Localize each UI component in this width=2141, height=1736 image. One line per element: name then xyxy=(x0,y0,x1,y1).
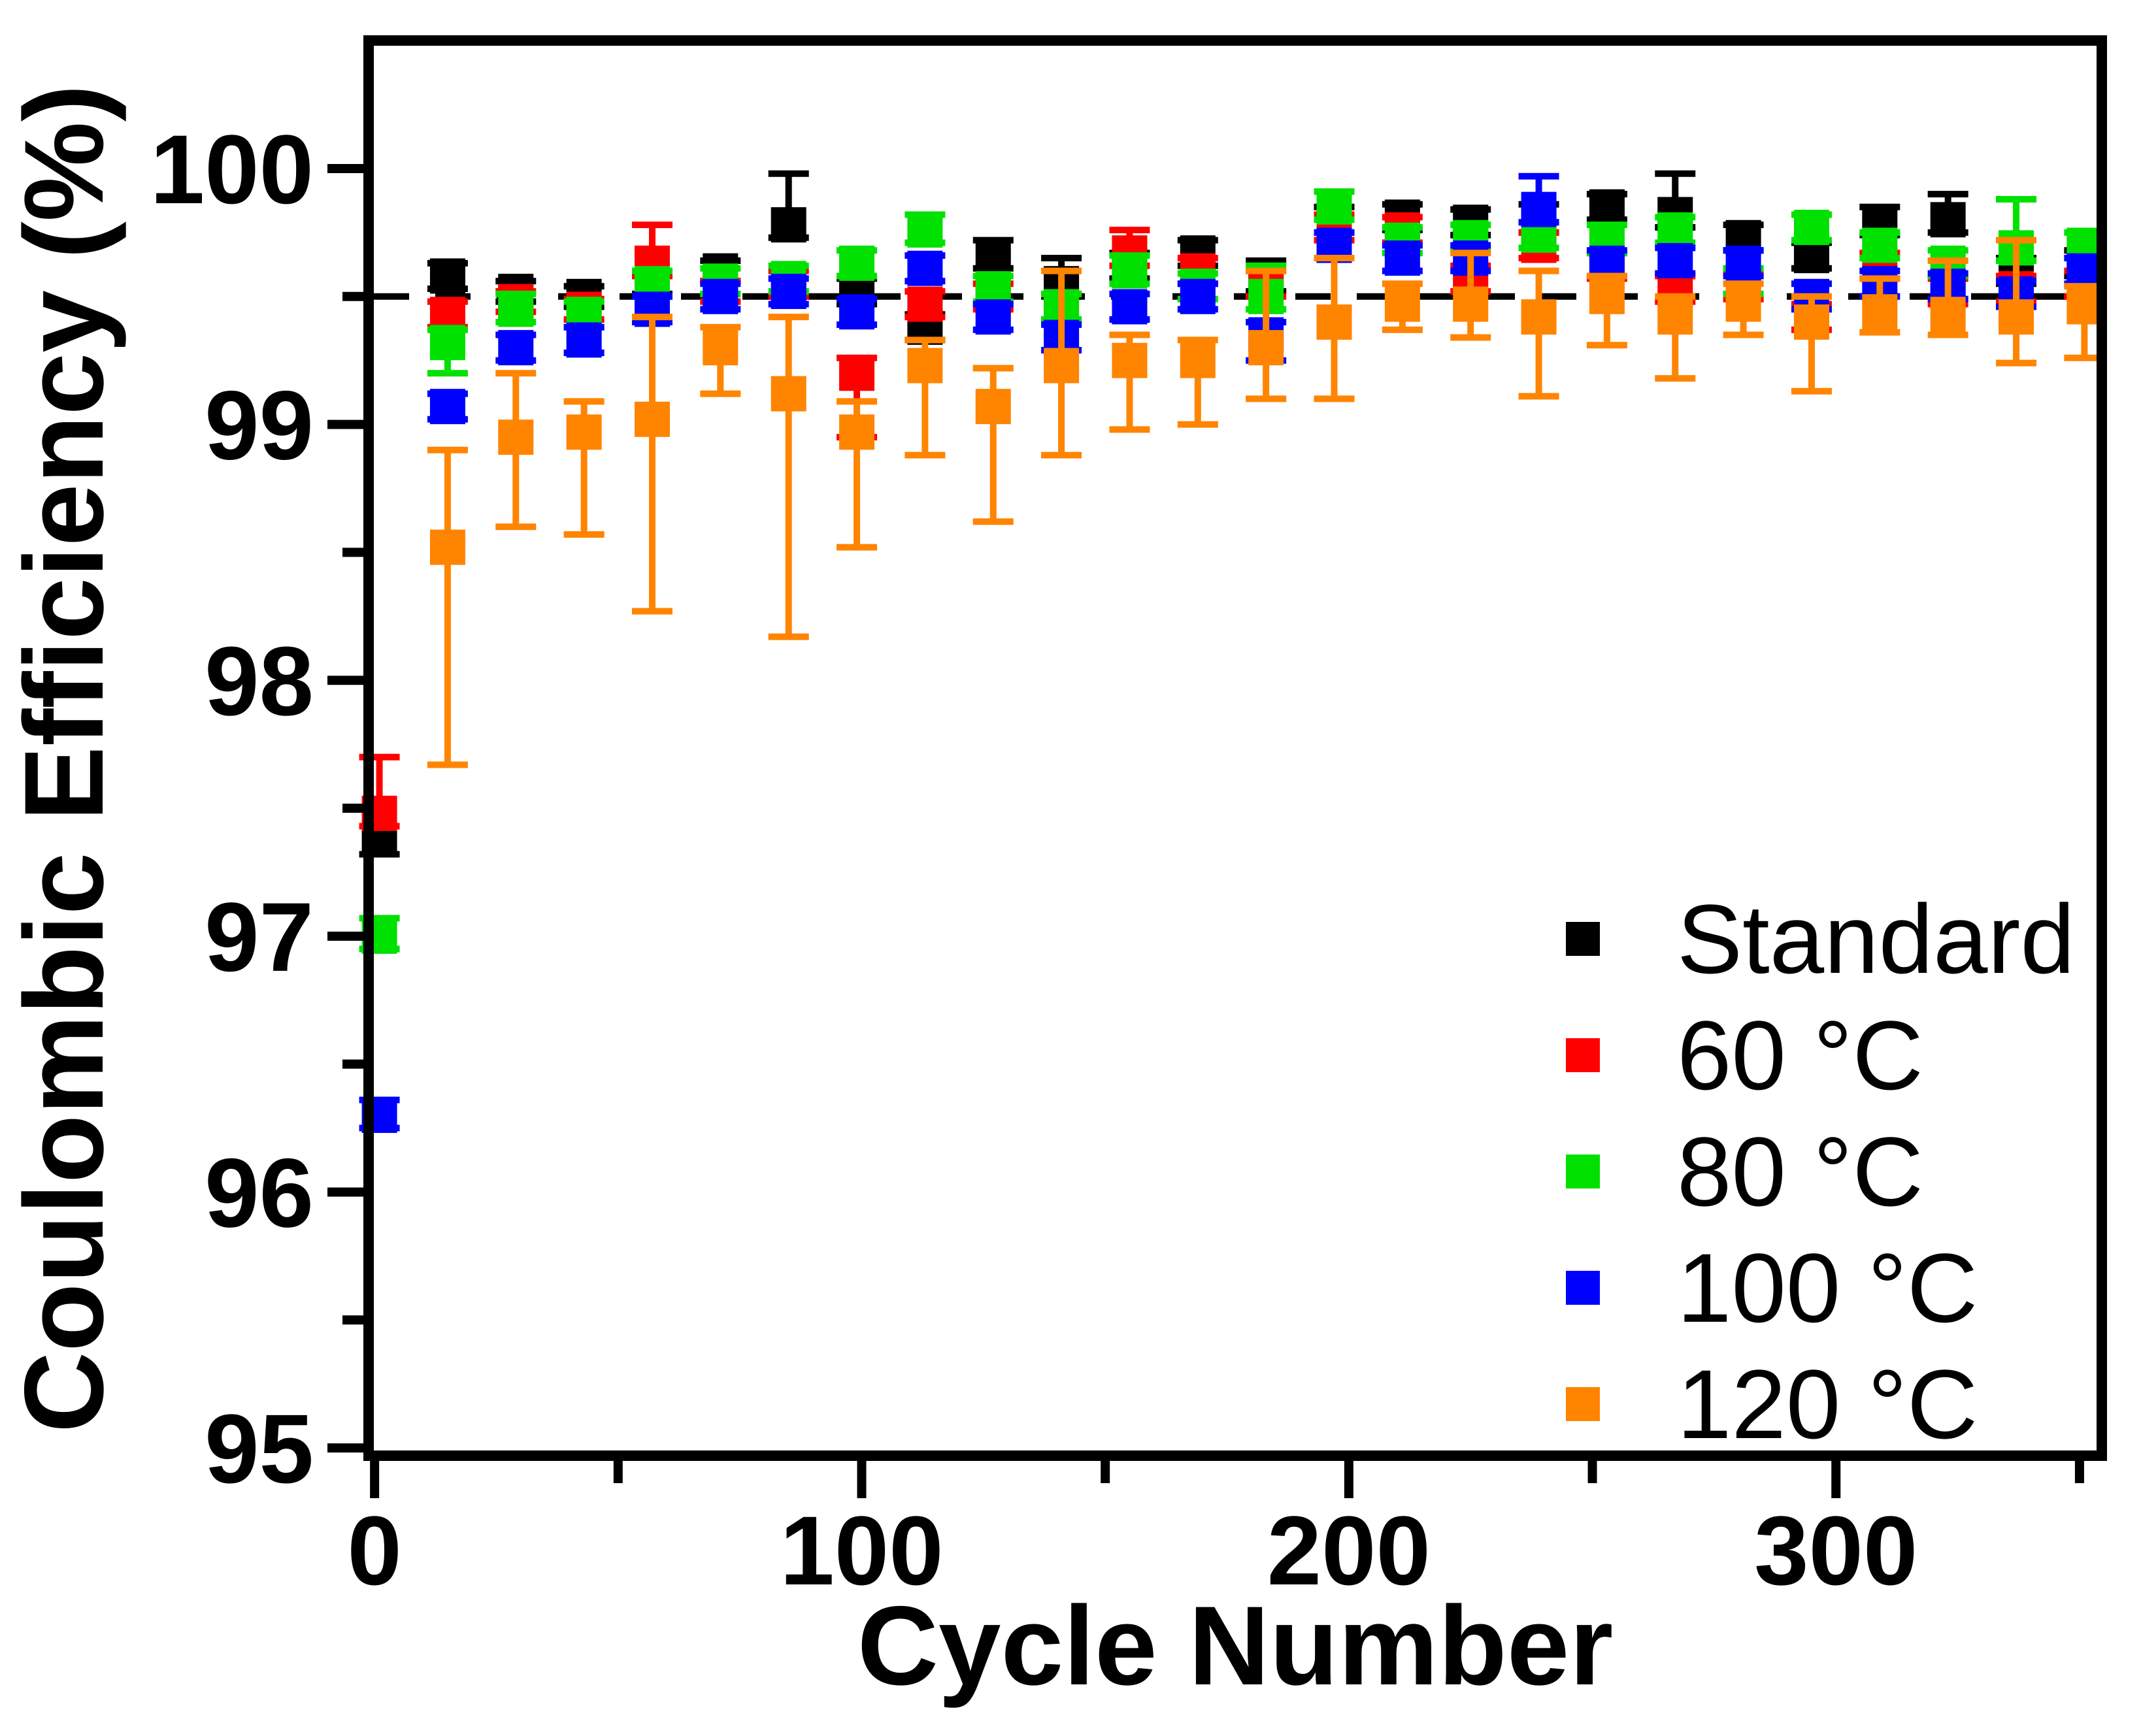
data-point xyxy=(566,414,602,450)
data-point xyxy=(634,401,670,437)
x-tick-label-0: 0 xyxy=(347,1496,401,1605)
x-axis-title: Cycle Number xyxy=(857,1583,1614,1709)
data-point xyxy=(1180,342,1216,378)
data-point xyxy=(1521,299,1557,335)
y-tick-label-97: 97 xyxy=(205,882,314,992)
x-tick-label-100: 100 xyxy=(780,1496,943,1605)
data-point xyxy=(1793,210,1829,246)
data-point xyxy=(771,273,806,309)
series-80-c-errorbars xyxy=(359,188,2105,953)
data-point xyxy=(1725,286,1761,322)
data-point xyxy=(1112,289,1148,325)
data-point xyxy=(1112,342,1148,378)
data-point xyxy=(1862,294,1898,330)
data-point xyxy=(1180,278,1216,314)
data-point xyxy=(429,529,465,565)
legend-entry-standard: Standard xyxy=(1566,881,2075,997)
legend-label-100c: 100 °C xyxy=(1677,1233,1978,1343)
series-60-c-errorbars xyxy=(359,211,2105,830)
data-point xyxy=(907,250,943,286)
data-point xyxy=(1316,189,1352,225)
data-point xyxy=(1862,227,1898,263)
data-point xyxy=(839,245,875,281)
legend-label-80c: 80 °C xyxy=(1677,1117,1923,1226)
y-tick-label-100: 100 xyxy=(150,114,314,224)
series-standard-errorbars xyxy=(359,170,2105,858)
legend-swatch-120c xyxy=(1566,1387,1600,1421)
series-120-c-markers xyxy=(429,278,2102,565)
data-point xyxy=(1725,245,1761,281)
legend-swatch-60c xyxy=(1566,1038,1600,1072)
data-point xyxy=(1793,304,1829,340)
data-point xyxy=(1521,191,1557,227)
data-point xyxy=(1999,299,2034,335)
legend-label-120c: 120 °C xyxy=(1677,1349,1978,1459)
data-point xyxy=(703,278,739,314)
data-point xyxy=(429,325,465,361)
data-point xyxy=(1657,299,1693,335)
data-point xyxy=(1589,278,1625,314)
legend: Standard 60 °C 80 °C 100 °C 120 °C xyxy=(1566,881,2075,1462)
data-point xyxy=(2066,289,2102,325)
data-point xyxy=(839,414,875,450)
data-point xyxy=(498,291,534,327)
data-point xyxy=(975,299,1011,335)
legend-entry-120c: 120 °C xyxy=(1566,1346,2075,1462)
y-axis-title: Coulombic Efficiency (%) xyxy=(1,84,127,1433)
data-point xyxy=(1112,253,1148,289)
data-point xyxy=(498,419,534,455)
data-point xyxy=(907,212,943,248)
axis-tick-labels: 100 99 98 97 96 95 0 100 200 300 xyxy=(150,114,1918,1605)
data-point xyxy=(1316,304,1352,340)
series-80-c-markers xyxy=(361,189,2102,954)
data-point xyxy=(1930,202,1966,238)
data-point xyxy=(907,286,943,322)
data-point xyxy=(1657,212,1693,248)
y-tick-label-96: 96 xyxy=(205,1138,314,1247)
data-point xyxy=(975,238,1011,274)
data-point xyxy=(771,376,806,412)
legend-swatch-standard xyxy=(1566,922,1600,956)
data-point xyxy=(498,330,534,366)
data-point xyxy=(1589,189,1625,225)
data-point xyxy=(1248,330,1284,366)
data-point xyxy=(1657,242,1693,278)
legend-entry-60c: 60 °C xyxy=(1566,997,2075,1113)
legend-entry-100c: 100 °C xyxy=(1566,1230,2075,1346)
y-tick-label-99: 99 xyxy=(205,370,314,480)
legend-swatch-80c xyxy=(1566,1155,1600,1188)
data-point xyxy=(429,389,465,425)
y-tick-label-95: 95 xyxy=(205,1394,314,1503)
legend-entry-80c: 80 °C xyxy=(1566,1113,2075,1230)
axis-ticks xyxy=(327,163,2084,1498)
y-tick-label-98: 98 xyxy=(205,626,314,736)
data-point xyxy=(1453,286,1489,322)
series-120-c-errorbars xyxy=(427,237,2105,768)
data-point xyxy=(975,389,1011,425)
data-point xyxy=(907,348,943,384)
data-point xyxy=(566,322,602,358)
series-60-c-markers xyxy=(361,210,2102,831)
data-point xyxy=(1930,297,1966,333)
data-point xyxy=(839,294,875,330)
series-standard-markers xyxy=(361,189,2102,857)
plot-frame xyxy=(363,35,2107,1461)
legend-label-60c: 60 °C xyxy=(1677,1000,1923,1110)
data-point xyxy=(771,207,806,243)
data-point xyxy=(1044,348,1080,384)
data-point xyxy=(839,355,875,391)
legend-swatch-100c xyxy=(1566,1271,1600,1305)
x-tick-label-200: 200 xyxy=(1267,1496,1431,1605)
legend-label-standard: Standard xyxy=(1677,884,2075,994)
x-tick-label-300: 300 xyxy=(1754,1496,1917,1605)
data-point xyxy=(1384,286,1420,322)
data-point xyxy=(2066,253,2102,289)
data-point xyxy=(429,258,465,294)
data-point xyxy=(703,330,739,366)
data-point xyxy=(1384,240,1420,276)
series-100-c-markers xyxy=(361,191,2102,1133)
